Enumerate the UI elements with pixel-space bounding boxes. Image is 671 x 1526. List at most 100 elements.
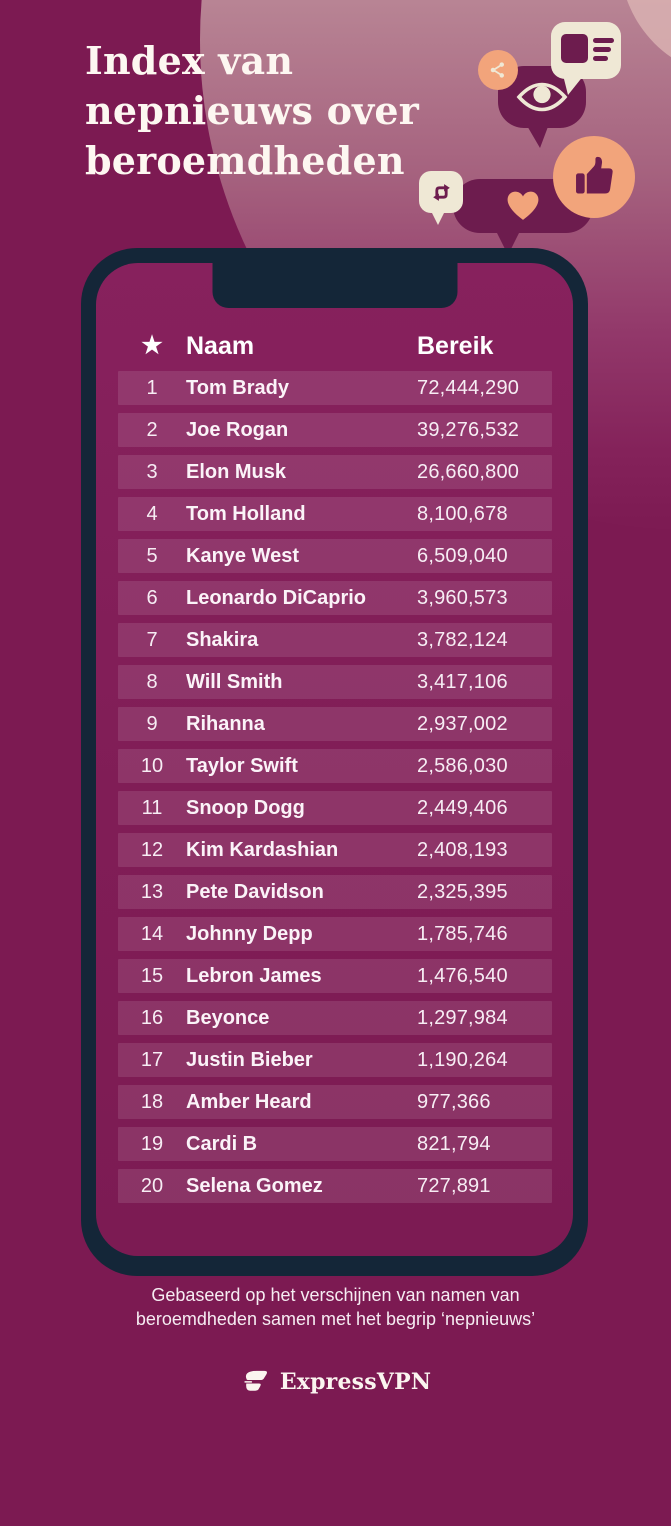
row-reach: 72,444,290 — [417, 376, 520, 399]
row-rank: 10 — [140, 754, 164, 777]
row-name: Tom Brady — [186, 376, 289, 399]
row-reach: 2,408,193 — [417, 838, 508, 861]
row-rank: 6 — [146, 586, 158, 609]
row-name: Amber Heard — [186, 1090, 312, 1113]
row-rank: 5 — [146, 544, 158, 567]
row-rank: 15 — [140, 964, 164, 987]
table-row: 3 Elon Musk 26,660,800 — [118, 455, 552, 489]
table-row: 1 Tom Brady 72,444,290 — [118, 371, 552, 405]
page-title: Index van nepnieuws over beroemdheden — [85, 36, 419, 186]
table-row: 9 Rihanna 2,937,002 — [118, 707, 552, 741]
text-line-icon — [593, 47, 611, 52]
row-name: Taylor Swift — [186, 754, 298, 777]
news-speech-bubble — [551, 22, 621, 95]
phone-notch — [212, 263, 457, 308]
table-row: 19 Cardi B 821,794 — [118, 1127, 552, 1161]
footnote: Gebaseerd op het verschijnen van namen v… — [0, 1283, 671, 1331]
table-row: 4 Tom Holland 8,100,678 — [118, 497, 552, 531]
speech-bubble-tail — [430, 209, 446, 225]
star-icon: ★ — [141, 332, 163, 359]
table-row: 13 Pete Davidson 2,325,395 — [118, 875, 552, 909]
table-row: 5 Kanye West 6,509,040 — [118, 539, 552, 573]
footnote-line-1: Gebaseerd op het verschijnen van namen v… — [151, 1285, 520, 1305]
phone-mockup: ★ Naam Bereik 1 Tom Brady 72,444,290 2 Joe … — [81, 248, 588, 1276]
table-row: 6 Leonardo DiCaprio 3,960,573 — [118, 581, 552, 615]
table-row: 12 Kim Kardashian 2,408,193 — [118, 833, 552, 867]
row-rank: 8 — [146, 670, 158, 693]
retweet-icon — [432, 183, 450, 201]
row-rank: 12 — [140, 838, 164, 861]
heart-icon — [507, 191, 539, 220]
row-reach: 2,586,030 — [417, 754, 508, 777]
row-rank: 14 — [140, 922, 164, 945]
row-reach: 6,509,040 — [417, 544, 508, 567]
row-name: Will Smith — [186, 670, 283, 693]
row-name: Kim Kardashian — [186, 838, 339, 861]
text-line-icon — [593, 38, 614, 43]
row-rank: 20 — [140, 1174, 164, 1197]
row-reach: 727,891 — [417, 1174, 491, 1197]
row-name: Beyonce — [186, 1006, 270, 1029]
expressvpn-logo-icon — [244, 1370, 267, 1391]
row-rank: 3 — [146, 460, 158, 483]
row-reach: 2,325,395 — [417, 880, 508, 903]
row-reach: 977,366 — [417, 1090, 491, 1113]
row-rank: 13 — [140, 880, 164, 903]
row-reach: 39,276,532 — [417, 418, 520, 441]
row-reach: 3,417,106 — [417, 670, 508, 693]
row-rank: 11 — [141, 796, 163, 819]
row-name: Joe Rogan — [186, 418, 289, 441]
footnote-line-2: beroemdheden samen met het begrip ‘nepni… — [135, 1309, 536, 1329]
row-name: Selena Gomez — [186, 1174, 323, 1197]
row-name: Elon Musk — [186, 460, 287, 483]
row-reach: 2,937,002 — [417, 712, 508, 735]
row-reach: 1,785,746 — [417, 922, 508, 945]
table-row: 10 Taylor Swift 2,586,030 — [118, 749, 552, 783]
row-rank: 19 — [140, 1132, 164, 1155]
brand-lockup: ExpressVPN — [0, 1366, 671, 1397]
table-row: 17 Justin Bieber 1,190,264 — [118, 1043, 552, 1077]
row-name: Snoop Dogg — [186, 796, 305, 819]
row-reach: 3,960,573 — [417, 586, 508, 609]
table-row: 2 Joe Rogan 39,276,532 — [118, 413, 552, 447]
row-reach: 1,297,984 — [417, 1006, 508, 1029]
row-name: Kanye West — [186, 544, 300, 567]
row-name: Pete Davidson — [186, 880, 324, 903]
page-title-line-3: beroemdheden — [85, 138, 405, 183]
table-row: 8 Will Smith 3,417,106 — [118, 665, 552, 699]
row-reach: 821,794 — [417, 1132, 491, 1155]
share-icon — [490, 62, 504, 78]
phone-screen: ★ Naam Bereik 1 Tom Brady 72,444,290 2 Joe … — [96, 263, 573, 1256]
table-row: 16 Beyonce 1,297,984 — [118, 1001, 552, 1035]
retweet-speech-bubble — [419, 171, 463, 225]
row-rank: 1 — [146, 376, 158, 399]
speech-bubble-tail — [563, 75, 584, 95]
text-line-icon — [593, 56, 608, 61]
table-row: 14 Johnny Depp 1,785,746 — [118, 917, 552, 951]
eye-icon — [516, 82, 568, 112]
row-rank: 9 — [146, 712, 158, 735]
row-name: Johnny Depp — [186, 922, 313, 945]
table-header: ★ Naam Bereik — [118, 323, 552, 361]
row-rank: 4 — [146, 502, 158, 525]
table-row: 7 Shakira 3,782,124 — [118, 623, 552, 657]
row-name: Lebron James — [186, 964, 322, 987]
like-badge — [553, 136, 635, 218]
news-thumbnail-icon — [561, 34, 588, 63]
row-reach: 2,449,406 — [417, 796, 508, 819]
row-reach: 8,100,678 — [417, 502, 508, 525]
row-rank: 18 — [140, 1090, 164, 1113]
ranking-table: 1 Tom Brady 72,444,290 2 Joe Rogan 39,276,53… — [118, 371, 552, 1203]
row-reach: 3,782,124 — [417, 628, 508, 651]
row-reach: 1,476,540 — [417, 964, 508, 987]
row-name: Leonardo DiCaprio — [186, 586, 367, 609]
row-rank: 17 — [140, 1048, 164, 1071]
row-rank: 16 — [140, 1006, 164, 1029]
row-rank: 7 — [146, 628, 158, 651]
table-row: 15 Lebron James 1,476,540 — [118, 959, 552, 993]
row-reach: 1,190,264 — [417, 1048, 508, 1071]
share-badge — [478, 50, 518, 90]
row-rank: 2 — [146, 418, 158, 441]
page-title-line-1: Index van — [85, 38, 294, 83]
